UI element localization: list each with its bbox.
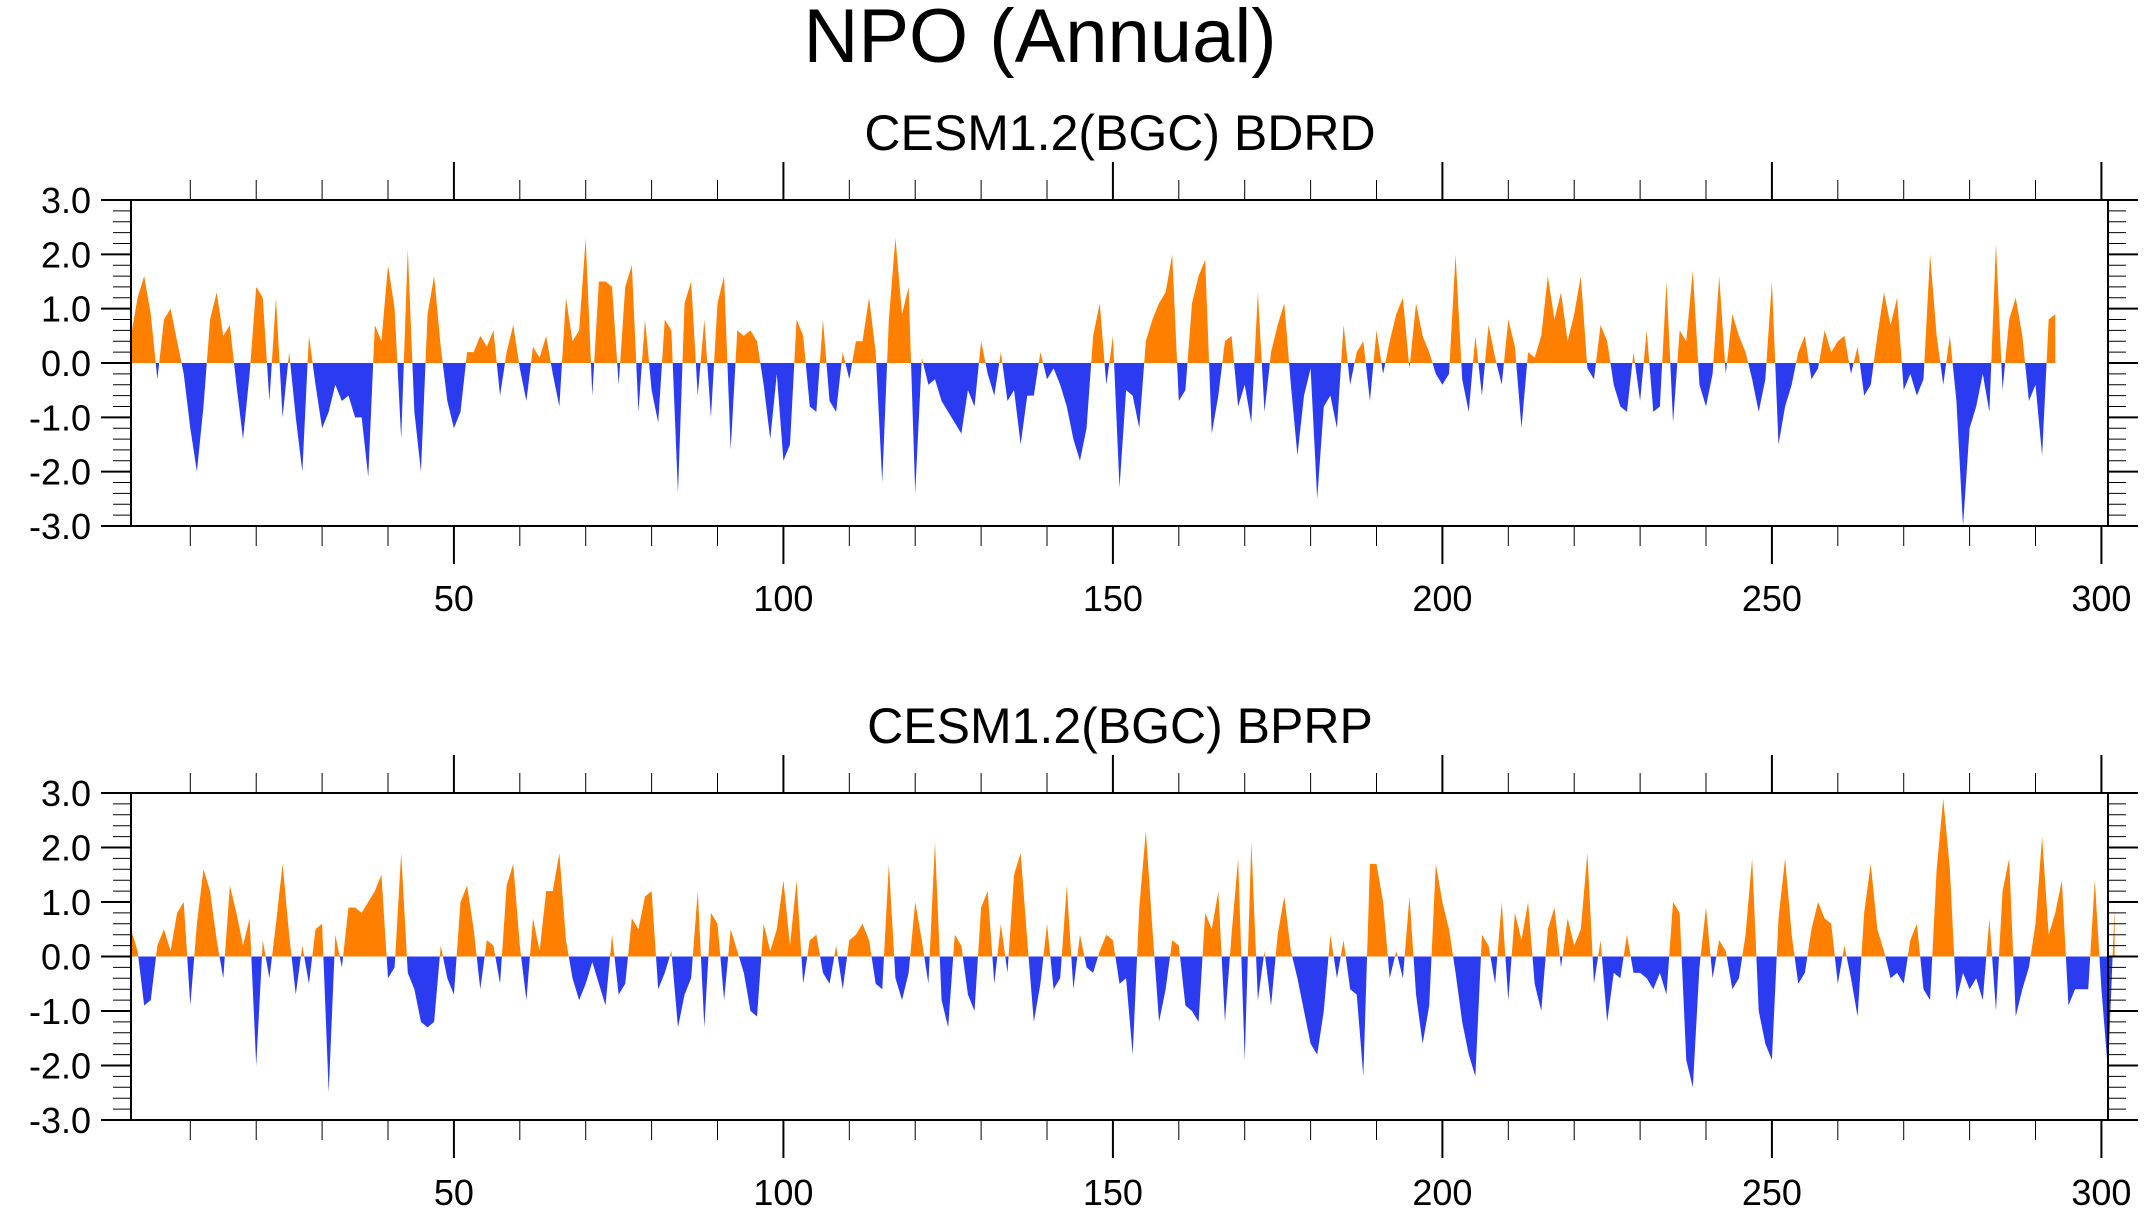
chart-panel-bdrd: CESM1.2(BGC) BDRD -3.0 -2.0 -1.0 0.0 1.0 2.0 3… xyxy=(29,105,2138,619)
y-tick-label: 3.0 xyxy=(41,180,91,221)
x-tick-label: 50 xyxy=(434,578,474,619)
chart-panel-bprp: CESM1.2(BGC) BPRP -3.0 -2.0 -1.0 0.0 1.0 2.0 3… xyxy=(29,698,2138,1213)
panel-title: CESM1.2(BGC) BPRP xyxy=(867,698,1373,754)
x-tick-label: 100 xyxy=(753,578,813,619)
x-tick-label: 200 xyxy=(1412,578,1472,619)
x-tick-label: 150 xyxy=(1083,1172,1143,1213)
positive-area xyxy=(131,238,2056,363)
panel-title: CESM1.2(BGC) BDRD xyxy=(864,105,1375,161)
x-tick-label: 250 xyxy=(1742,1172,1802,1213)
y-tick-label: -1.0 xyxy=(29,397,91,438)
x-tick-label: 100 xyxy=(753,1172,813,1213)
y-tick-label: 2.0 xyxy=(41,828,91,869)
y-tick-label: -3.0 xyxy=(29,506,91,547)
y-tick-label: -2.0 xyxy=(29,1046,91,1087)
negative-area xyxy=(131,956,2115,1093)
negative-area xyxy=(131,363,2056,526)
x-tick-label: 50 xyxy=(434,1172,474,1213)
figure-title: NPO (Annual) xyxy=(803,0,1276,79)
y-tick-label: -2.0 xyxy=(29,452,91,493)
y-tick-label: 2.0 xyxy=(41,234,91,275)
x-tick-label: 300 xyxy=(2071,1172,2131,1213)
positive-area xyxy=(131,798,2115,957)
y-tick-label: 0.0 xyxy=(41,343,91,384)
y-tick-label: -1.0 xyxy=(29,991,91,1032)
x-tick-label: 200 xyxy=(1412,1172,1472,1213)
y-tick-label: 3.0 xyxy=(41,773,91,814)
x-tick-label: 300 xyxy=(2071,578,2131,619)
y-tick-label: 1.0 xyxy=(41,882,91,923)
x-tick-label: 150 xyxy=(1083,578,1143,619)
x-tick-label: 250 xyxy=(1742,578,1802,619)
y-tick-label: 1.0 xyxy=(41,289,91,330)
y-tick-label: 0.0 xyxy=(41,937,91,978)
y-tick-label: -3.0 xyxy=(29,1100,91,1141)
